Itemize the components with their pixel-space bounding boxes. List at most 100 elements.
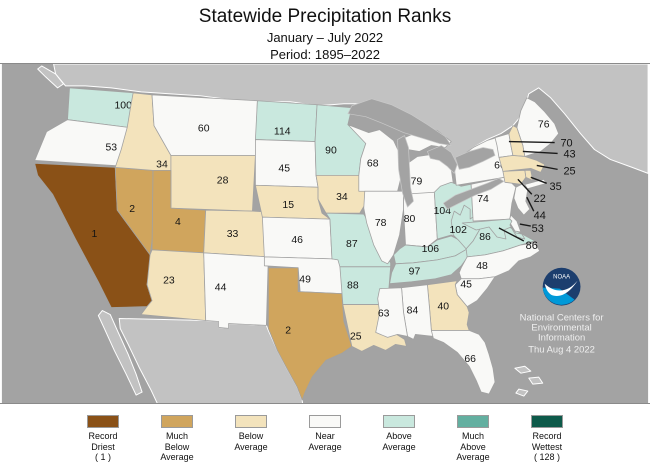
- legend-label: Record: [88, 431, 118, 441]
- state-KS: 46: [261, 216, 333, 260]
- callout-line-RI: [530, 176, 547, 184]
- legend: Record Driest( 1 ) Much Below Average Below…: [0, 415, 650, 463]
- legend-label: Above: [460, 441, 486, 452]
- legend-swatch-much-below: [161, 415, 193, 428]
- svg-text:45: 45: [460, 280, 472, 291]
- svg-text:63: 63: [378, 309, 390, 320]
- state-CO: 33: [203, 209, 271, 258]
- legend-swatch-below: [235, 415, 267, 428]
- legend-label: Average: [234, 441, 268, 452]
- svg-text:100: 100: [114, 101, 132, 112]
- bahamas-islands: [514, 365, 544, 397]
- legend-item-record-wettest: Record Wettest( 128 ): [510, 415, 584, 463]
- svg-text:2: 2: [129, 204, 135, 215]
- svg-text:60: 60: [198, 124, 210, 135]
- legend-label: Below: [164, 441, 190, 452]
- callout-rank-NH: 43: [563, 148, 575, 160]
- svg-text:104: 104: [434, 206, 452, 217]
- state-AZ: 23: [140, 249, 207, 321]
- callout-rank-CT: 22: [534, 193, 546, 205]
- state-WI: 68: [347, 124, 402, 192]
- legend-item-above: Above Average: [362, 415, 436, 463]
- legend-swatch-near: [309, 415, 341, 428]
- svg-text:49: 49: [299, 275, 311, 286]
- state-NC: 48: [458, 242, 541, 280]
- svg-text:2: 2: [285, 325, 291, 336]
- credit-line-2: Environmental: [531, 322, 591, 333]
- subtitle-date-range: January – July 2022: [266, 30, 384, 45]
- legend-label: Above: [386, 431, 412, 441]
- state-MS: 63: [375, 287, 408, 338]
- state-MT: 60: [151, 94, 258, 156]
- svg-text:87: 87: [346, 239, 358, 250]
- us-map-svg: 100 53 1 2 34 60 28 4 33 23 44 114 45 15…: [1, 64, 649, 403]
- state-SD: 45: [255, 139, 319, 188]
- svg-text:44: 44: [215, 283, 227, 294]
- page-title: Statewide Precipitation Ranks: [198, 6, 452, 27]
- svg-text:40: 40: [438, 302, 450, 313]
- callout-line-CT: [517, 178, 533, 195]
- lake-superior: [347, 98, 452, 146]
- callout-rank-VT: 70: [560, 138, 572, 150]
- callout-rank-NJ: 44: [534, 210, 546, 222]
- svg-text:33: 33: [227, 229, 239, 240]
- callout-line-NJ: [526, 196, 535, 212]
- subtitle-period: Period: 1895–2022: [270, 47, 380, 62]
- legend-label: Below: [238, 431, 264, 441]
- lake-ontario: [454, 147, 496, 170]
- legend-label: Much: [165, 431, 188, 441]
- svg-text:34: 34: [156, 159, 168, 170]
- svg-text:79: 79: [411, 176, 423, 187]
- legend-label: Average: [382, 441, 416, 452]
- svg-text:86: 86: [479, 232, 491, 243]
- svg-text:80: 80: [404, 214, 416, 225]
- legend-label: ( 1 ): [94, 452, 111, 462]
- svg-text:84: 84: [407, 306, 419, 317]
- svg-text:23: 23: [163, 276, 175, 287]
- callout-line-DE: [519, 223, 531, 227]
- state-NJ: [513, 182, 531, 216]
- legend-label: Average: [308, 441, 342, 452]
- state-WY: 28: [170, 155, 256, 212]
- legend-item-record-driest: Record Driest( 1 ): [66, 415, 140, 463]
- legend-label: Near: [315, 431, 335, 441]
- noaa-logo: NOAA: [542, 267, 581, 306]
- lake-michigan: [397, 135, 414, 208]
- credit-line-1: National Centers for: [520, 312, 604, 323]
- svg-text:45: 45: [278, 163, 290, 174]
- legend-swatch-much-above: [457, 415, 489, 428]
- state-TN: 97: [389, 248, 470, 285]
- svg-text:97: 97: [409, 267, 421, 278]
- svg-text:15: 15: [282, 200, 294, 211]
- svg-text:66: 66: [494, 160, 506, 171]
- svg-text:66: 66: [464, 354, 476, 365]
- state-ND: 114: [255, 100, 318, 142]
- callout-line-NH: [522, 150, 558, 155]
- legend-item-near: Near Average: [288, 415, 362, 463]
- legend-swatch-above: [383, 415, 415, 428]
- legend-label: Much: [461, 431, 484, 441]
- legend-label: Driest: [91, 441, 115, 452]
- callout-line-MA: [536, 164, 558, 171]
- header: Statewide Precipitation Ranks January – …: [0, 0, 650, 62]
- svg-text:53: 53: [105, 142, 117, 153]
- state-NM: 44: [203, 252, 269, 329]
- legend-swatch-record-driest: [87, 415, 119, 428]
- credit-line-4: Thu Aug 4 2022: [528, 344, 595, 355]
- state-CT: [502, 169, 527, 185]
- state-TX: 2: [267, 267, 353, 401]
- svg-text:4: 4: [175, 217, 181, 228]
- svg-text:68: 68: [367, 158, 379, 169]
- svg-text:25: 25: [350, 331, 362, 342]
- callout-rank-MD: 86: [526, 240, 538, 252]
- callout-rank-MA: 25: [563, 165, 575, 177]
- callout-line-MD: [498, 227, 525, 242]
- callout-line-VT: [508, 140, 555, 144]
- legend-item-below: Below Average: [214, 415, 288, 463]
- legend-item-much-above: Much Above Average: [436, 415, 510, 463]
- svg-text:34: 34: [336, 192, 348, 203]
- legend-label: Average: [160, 452, 194, 462]
- state-MA: [498, 155, 546, 173]
- legend-item-much-below: Much Below Average: [140, 415, 214, 463]
- legend-label: Average: [456, 452, 490, 462]
